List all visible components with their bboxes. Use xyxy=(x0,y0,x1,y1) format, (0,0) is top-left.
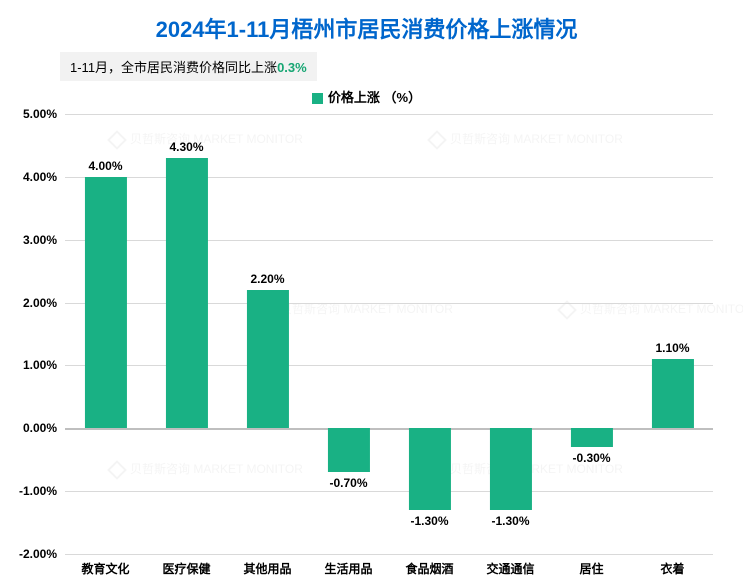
bar-value-label: 4.00% xyxy=(88,159,122,173)
bar xyxy=(570,428,612,447)
bars-layer: 4.00% 4.30% 2.20% -0.70% -1.30% -1.30% -0.30% 1… xyxy=(65,114,713,554)
bar-slot: 4.30% xyxy=(146,114,227,554)
x-tick-label: 衣着 xyxy=(660,560,684,577)
bar-slot: -0.70% xyxy=(308,114,389,554)
y-tick-label: 2.00% xyxy=(23,296,57,310)
y-tick-label: 5.00% xyxy=(23,107,57,121)
y-tick-label: -1.00% xyxy=(19,484,57,498)
bar xyxy=(327,428,369,472)
y-tick-label: -2.00% xyxy=(19,547,57,561)
chart-subtitle: 1-11月，全市居民消费价格同比上涨0.3% xyxy=(60,52,317,81)
x-tick-label: 医疗保健 xyxy=(162,560,210,577)
x-tick-label: 食品烟酒 xyxy=(405,560,453,577)
y-tick-label: 0.00% xyxy=(23,421,57,435)
bar xyxy=(651,359,693,428)
bar-value-label: 4.30% xyxy=(169,140,203,154)
x-axis-labels: 教育文化 医疗保健 其他用品 生活用品 食品烟酒 交通通信 居住 衣着 xyxy=(65,554,713,578)
chart-container: 贝哲斯咨询 MARKET MONITOR 贝哲斯咨询 MARKET MONITO… xyxy=(0,0,743,585)
bar-value-label: -0.30% xyxy=(572,451,610,465)
bar-slot: 1.10% xyxy=(632,114,713,554)
bar xyxy=(246,290,288,428)
bar-value-label: -1.30% xyxy=(491,514,529,528)
plot-area: -2.00%-1.00%0.00%1.00%2.00%3.00%4.00%5.0… xyxy=(65,114,713,554)
bar-slot: -1.30% xyxy=(470,114,551,554)
y-tick-label: 4.00% xyxy=(23,170,57,184)
x-tick-label: 其他用品 xyxy=(243,560,291,577)
bar xyxy=(489,428,531,510)
bar-value-label: 2.20% xyxy=(250,272,284,286)
x-tick-label: 居住 xyxy=(579,560,603,577)
y-tick-label: 3.00% xyxy=(23,233,57,247)
subtitle-prefix: 1-11月，全市居民消费价格同比上涨 xyxy=(70,60,277,75)
subtitle-value: 0.3% xyxy=(277,60,307,75)
bar-slot: -1.30% xyxy=(389,114,470,554)
bar xyxy=(84,177,126,428)
bar-slot: 2.20% xyxy=(227,114,308,554)
chart-title: 2024年1-11月梧州市居民消费价格上涨情况 xyxy=(10,12,723,44)
bar-slot: 4.00% xyxy=(65,114,146,554)
bar xyxy=(165,158,207,428)
bar-slot: -0.30% xyxy=(551,114,632,554)
x-tick-label: 生活用品 xyxy=(324,560,372,577)
y-tick-label: 1.00% xyxy=(23,358,57,372)
legend: 价格上涨 （%） xyxy=(10,87,723,106)
bar-value-label: 1.10% xyxy=(655,341,689,355)
legend-swatch xyxy=(312,93,323,104)
x-tick-label: 教育文化 xyxy=(81,560,129,577)
bar xyxy=(408,428,450,510)
legend-label: 价格上涨 （%） xyxy=(328,90,421,105)
bar-value-label: -0.70% xyxy=(329,476,367,490)
bar-value-label: -1.30% xyxy=(410,514,448,528)
x-tick-label: 交通通信 xyxy=(486,560,534,577)
